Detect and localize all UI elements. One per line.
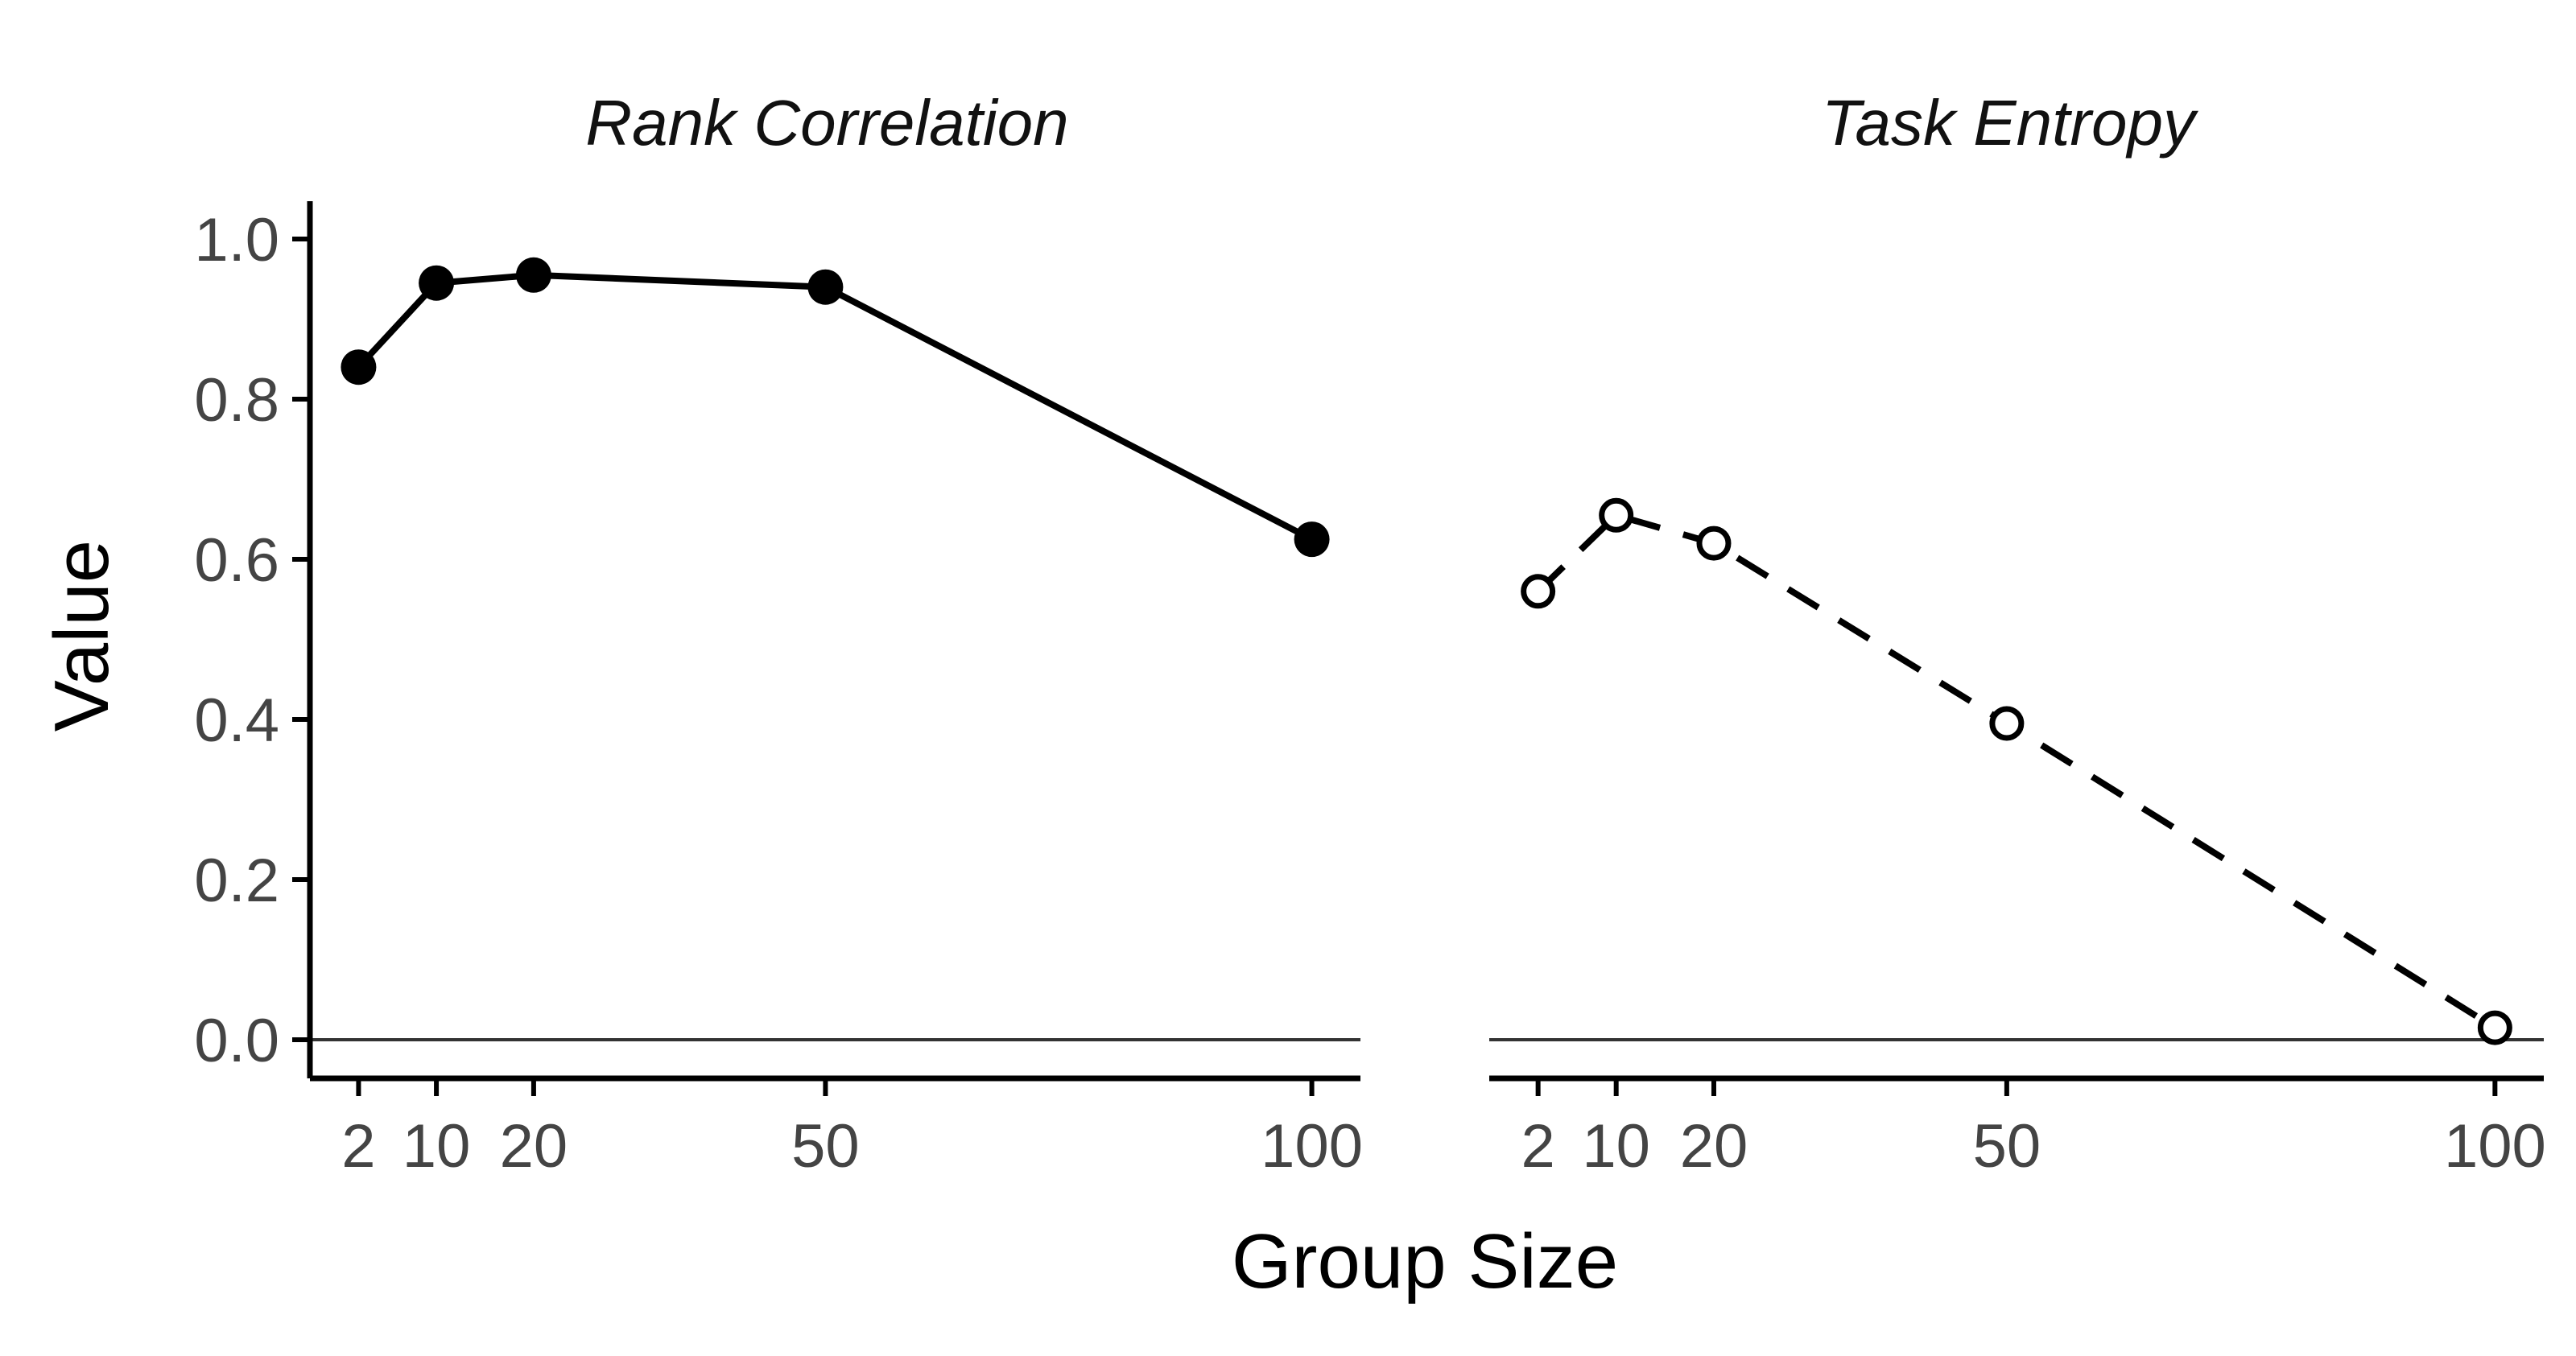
- x-tick-label: 50: [1973, 1112, 2041, 1181]
- y-tick-label: 0.4: [194, 686, 279, 755]
- x-tick-label: 100: [1261, 1112, 1363, 1181]
- data-point: [807, 269, 844, 305]
- x-tick-label: 2: [341, 1112, 375, 1181]
- facet-title: Rank Correlation: [585, 87, 1068, 159]
- x-tick-label: 50: [791, 1112, 860, 1181]
- data-point: [1294, 521, 1330, 558]
- x-axis-title: Group Size: [1232, 1218, 1618, 1304]
- x-tick-label: 10: [1582, 1112, 1650, 1181]
- facet-title: Task Entropy: [1822, 87, 2199, 159]
- y-tick-label: 1.0: [194, 206, 279, 274]
- data-point: [1521, 574, 1556, 609]
- y-tick-label: 0.6: [194, 526, 279, 595]
- facet-task-entropy: Task Entropy 2 10 20 50 100: [1489, 87, 2546, 1181]
- data-point: [1599, 497, 1634, 533]
- y-tick-label: 0.2: [194, 847, 279, 915]
- x-tick-label: 20: [500, 1112, 568, 1181]
- x-tick-label: 100: [2444, 1112, 2546, 1181]
- y-tick-label: 0.8: [194, 366, 279, 435]
- series-line: [1535, 511, 2497, 1031]
- facet-rank-correlation: Rank Correlation 2 10 20 50 100: [310, 87, 1363, 1181]
- data-point: [341, 349, 377, 385]
- y-axis-title: Value: [39, 540, 125, 732]
- data-point: [2477, 1010, 2512, 1045]
- y-axis: 0.0 0.2 0.4 0.6 0.8 1.0: [194, 201, 313, 1078]
- series-line: [356, 271, 1314, 542]
- y-tick-label: 0.0: [194, 1007, 279, 1075]
- data-point: [1989, 706, 2025, 741]
- data-point: [419, 265, 455, 301]
- x-tick-label: 20: [1680, 1112, 1748, 1181]
- x-tick-label: 2: [1521, 1112, 1555, 1181]
- data-point: [515, 257, 551, 293]
- data-point: [1696, 526, 1732, 561]
- x-tick-label: 10: [402, 1112, 471, 1181]
